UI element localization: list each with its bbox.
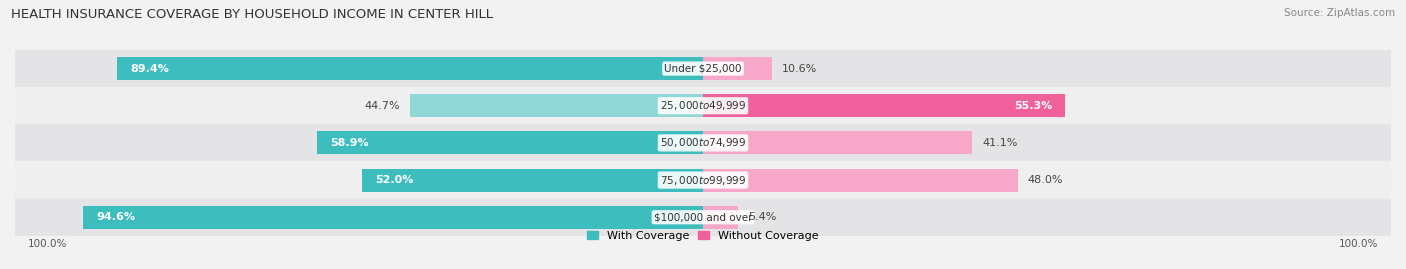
Text: 44.7%: 44.7% [364, 101, 401, 111]
Bar [363, 169, 703, 192]
Bar [411, 94, 703, 117]
Bar [15, 87, 1391, 124]
Text: Source: ZipAtlas.com: Source: ZipAtlas.com [1284, 8, 1395, 18]
Bar [15, 50, 1391, 87]
Text: $25,000 to $49,999: $25,000 to $49,999 [659, 99, 747, 112]
Text: 52.0%: 52.0% [375, 175, 413, 185]
Bar [318, 131, 703, 154]
Bar [703, 57, 772, 80]
Text: $50,000 to $74,999: $50,000 to $74,999 [659, 136, 747, 149]
Bar [15, 161, 1391, 199]
Bar [117, 57, 703, 80]
Text: $75,000 to $99,999: $75,000 to $99,999 [659, 174, 747, 187]
Text: 10.6%: 10.6% [782, 63, 817, 73]
Text: 41.1%: 41.1% [983, 138, 1018, 148]
Bar [703, 206, 738, 229]
Text: 58.9%: 58.9% [330, 138, 368, 148]
Text: 94.6%: 94.6% [96, 212, 135, 222]
Text: 55.3%: 55.3% [1014, 101, 1052, 111]
Legend: With Coverage, Without Coverage: With Coverage, Without Coverage [582, 226, 824, 245]
Text: HEALTH INSURANCE COVERAGE BY HOUSEHOLD INCOME IN CENTER HILL: HEALTH INSURANCE COVERAGE BY HOUSEHOLD I… [11, 8, 494, 21]
Bar [703, 94, 1066, 117]
Bar [703, 169, 1018, 192]
Text: 48.0%: 48.0% [1028, 175, 1063, 185]
Text: 5.4%: 5.4% [748, 212, 776, 222]
Bar [15, 199, 1391, 236]
Text: Under $25,000: Under $25,000 [664, 63, 742, 73]
Text: 89.4%: 89.4% [131, 63, 169, 73]
Text: $100,000 and over: $100,000 and over [654, 212, 752, 222]
Bar [83, 206, 703, 229]
Bar [15, 124, 1391, 161]
Bar [703, 131, 973, 154]
